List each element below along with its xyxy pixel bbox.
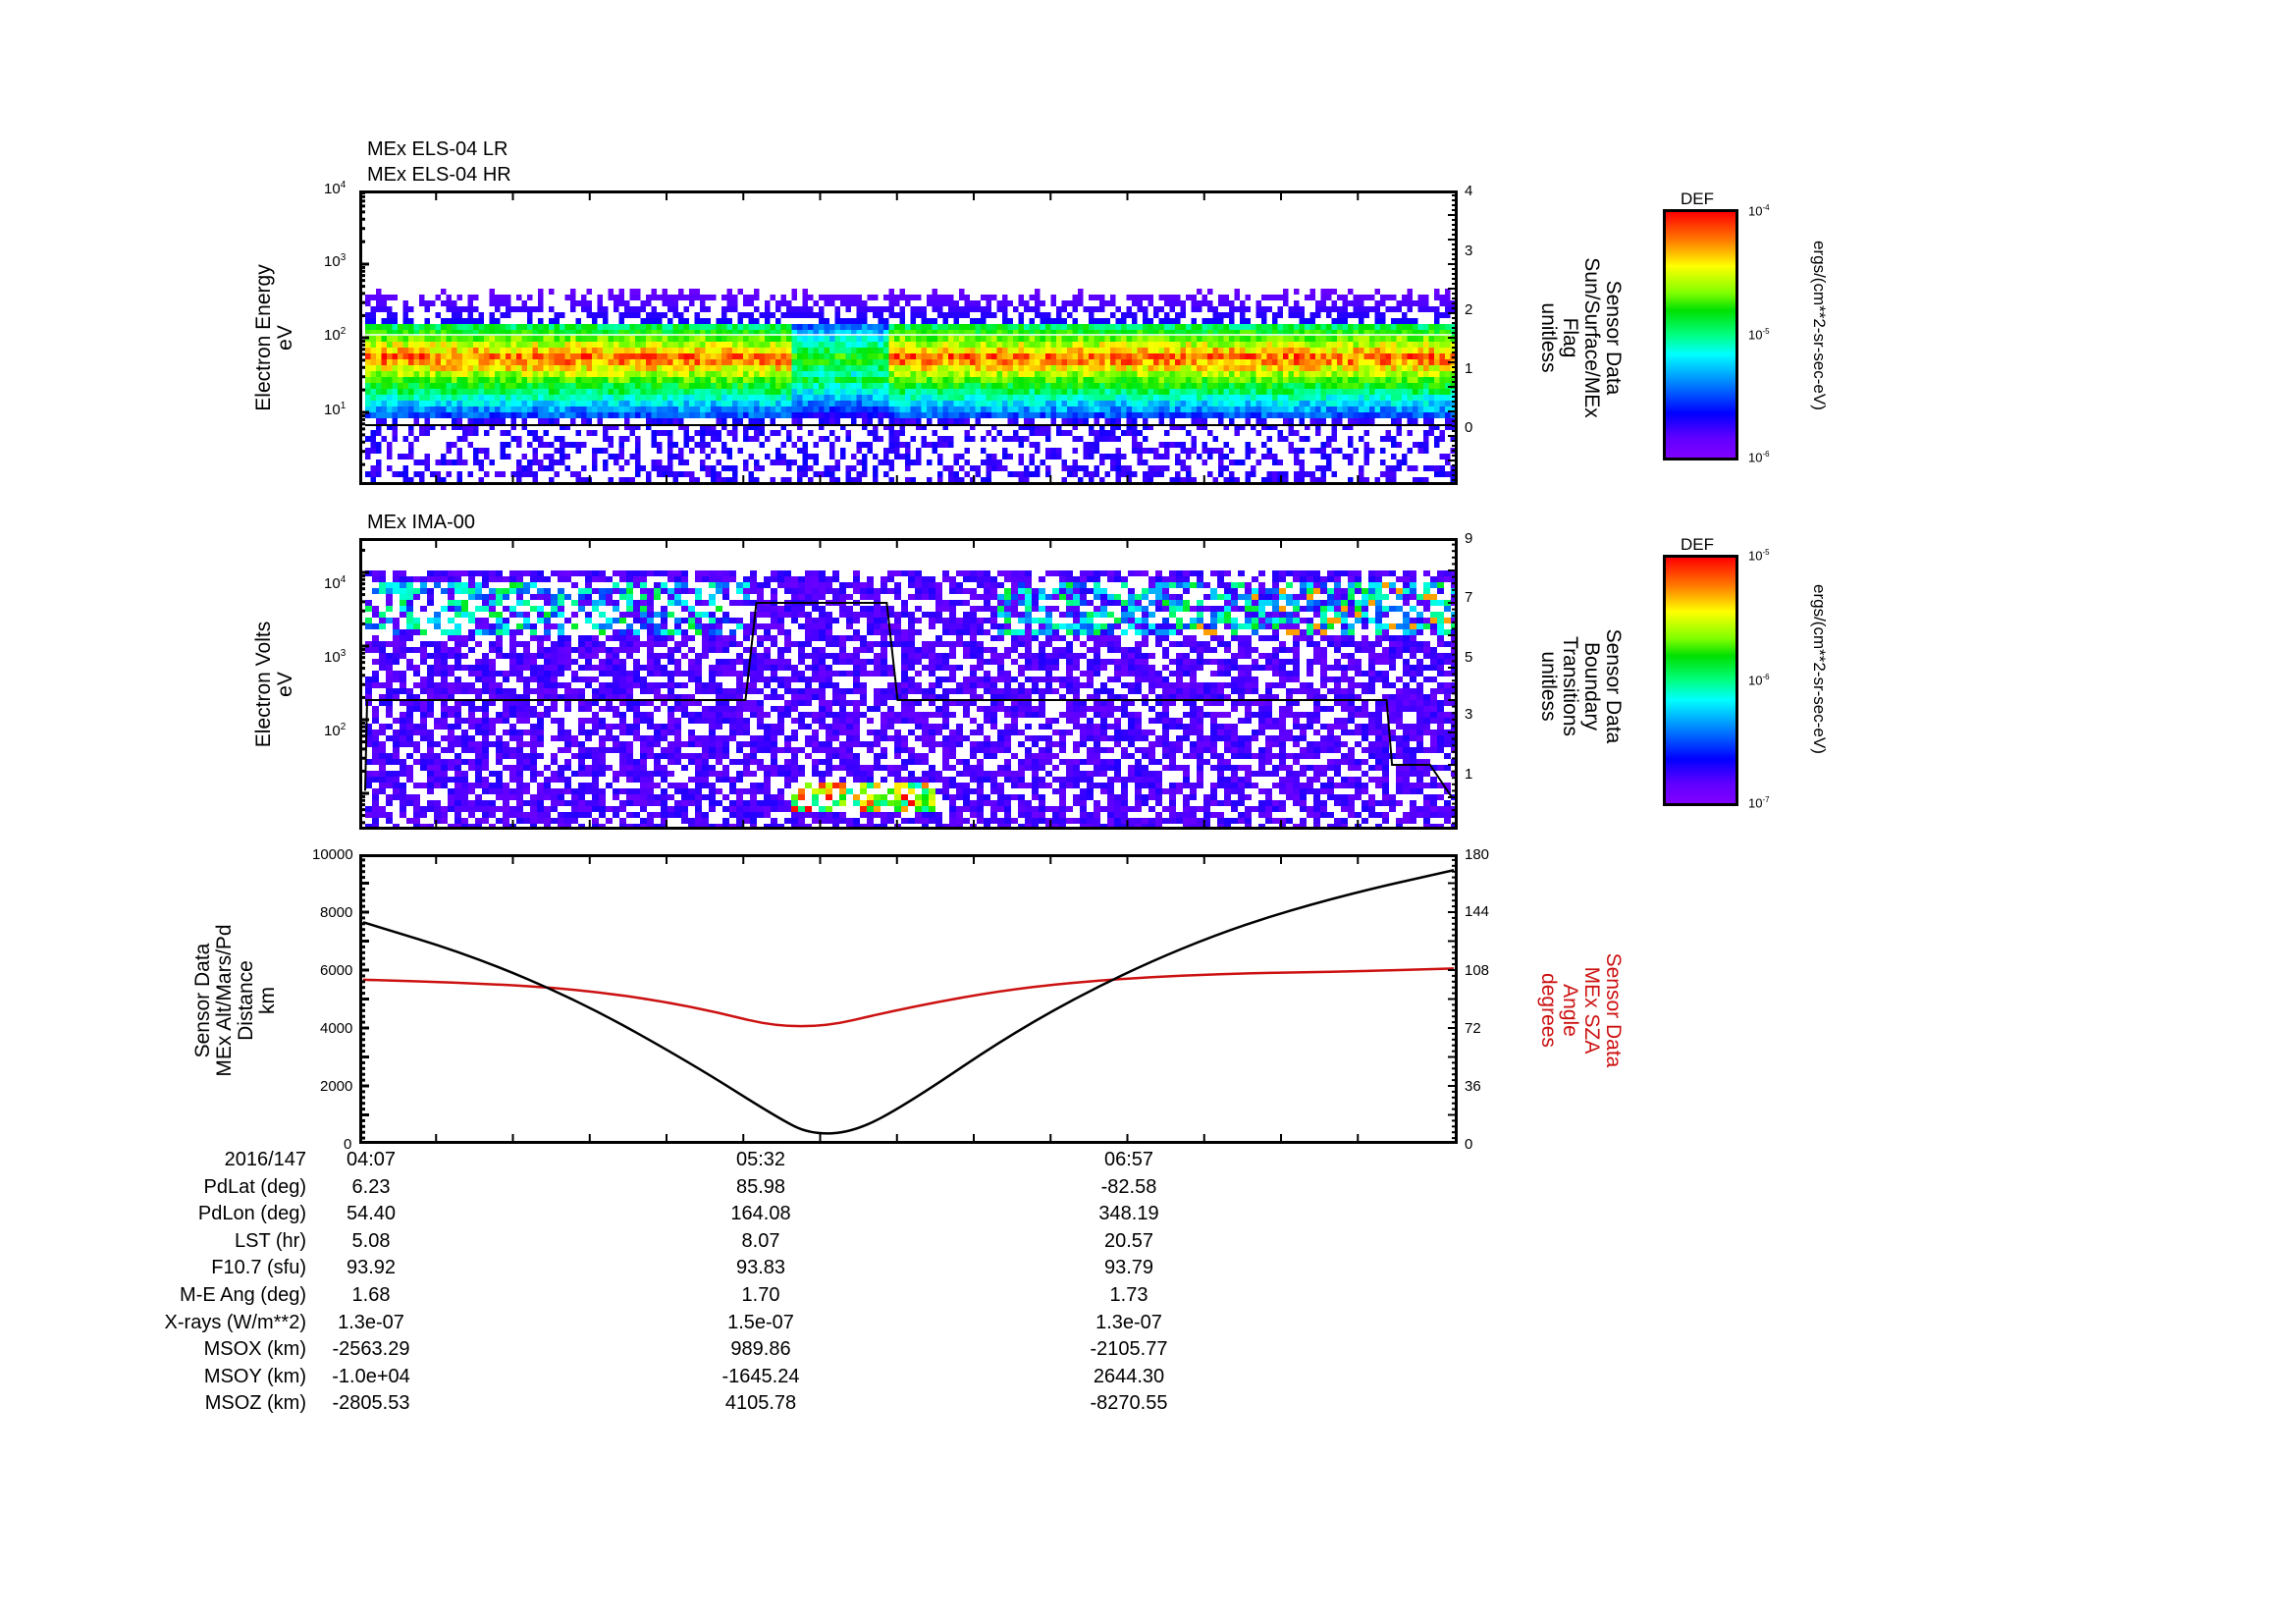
panel2-rtick-7: 7	[1465, 589, 1473, 606]
value: 05:32	[735, 1149, 786, 1170]
value: 8.07	[741, 1229, 780, 1252]
value: 85.98	[735, 1175, 786, 1198]
panel1-rtick-0: 0	[1465, 419, 1473, 436]
label-msox: MSOX (km)	[203, 1338, 306, 1361]
colorbar2-bottom-label: 10-7	[1748, 795, 1770, 811]
value: 04:07	[346, 1149, 397, 1170]
panel2-spectrogram	[359, 538, 1458, 830]
ephemeris-column-3: 06:57 -82.58 348.19 20.57 93.79 1.73 1.3…	[1050, 1149, 1207, 1420]
panel1-ytick-1e3: 103	[324, 252, 347, 270]
panel3-line-plot	[359, 854, 1458, 1144]
colorbar1-mid-label: 10-5	[1748, 327, 1770, 343]
value: 54.40	[346, 1203, 397, 1225]
colorbar1-top-label: 10-4	[1748, 203, 1770, 219]
label-me-ang: M-E Ang (deg)	[180, 1283, 306, 1306]
panel1-spectrogram	[359, 190, 1458, 485]
value: 93.83	[735, 1257, 786, 1279]
panel1-title-1: MEx ELS-04 LR	[367, 138, 508, 160]
panel2-ylabel: Electron Volts eV	[252, 621, 296, 748]
value: -8270.55	[1090, 1392, 1168, 1415]
panel3-ytick-2000: 2000	[320, 1078, 353, 1095]
panel1-title-2: MEx ELS-04 HR	[367, 164, 511, 186]
value: 348.19	[1098, 1203, 1159, 1225]
label-pdlon: PdLon (deg)	[197, 1203, 306, 1225]
label-f107: F10.7 (sfu)	[211, 1257, 306, 1279]
value: 06:57	[1103, 1149, 1154, 1170]
panel1-ytick-1e1: 101	[324, 401, 347, 418]
panel3-ytick-0: 0	[344, 1136, 352, 1153]
label-lst: LST (hr)	[235, 1229, 306, 1252]
value: -2805.53	[332, 1392, 410, 1415]
value: 1.70	[741, 1283, 780, 1306]
colorbar2-unit: ergs/(cm**2-sr-sec-eV)	[1810, 584, 1829, 754]
value: 1.5e-07	[727, 1311, 794, 1333]
panel1-rtick-2: 2	[1465, 301, 1473, 318]
panel3-rtick-108: 108	[1465, 962, 1490, 979]
value: -2105.77	[1090, 1338, 1168, 1361]
label-xrays: X-rays (W/m**2)	[164, 1311, 306, 1333]
panel3-rtick-36: 36	[1465, 1078, 1481, 1095]
value: 1.68	[351, 1283, 391, 1306]
label-msoz: MSOZ (km)	[204, 1392, 306, 1415]
colorbar1-title: DEF	[1681, 189, 1714, 208]
value: 989.86	[730, 1338, 791, 1361]
value: 93.79	[1103, 1257, 1154, 1279]
value: 164.08	[730, 1203, 791, 1225]
value: -2563.29	[332, 1338, 410, 1361]
panel3-right-ylabel: Sensor Data MEx SZA Angle degrees	[1537, 952, 1625, 1068]
colorbar1	[1663, 209, 1738, 460]
panel3-ytick-10000: 10000	[312, 846, 353, 863]
panel3-rtick-72: 72	[1465, 1020, 1481, 1037]
ephemeris-column-1: 04:07 6.23 54.40 5.08 93.92 1.68 1.3e-07…	[312, 1149, 430, 1420]
value: 20.57	[1103, 1229, 1154, 1252]
panel1-right-ylabel: Sensor Data Sun/Surface/MEx Flag unitless	[1537, 257, 1625, 418]
value: 93.92	[346, 1257, 397, 1279]
value: -1.0e+04	[332, 1365, 410, 1387]
ephemeris-labels: 2016/147 PdLat (deg) PdLon (deg) LST (hr…	[118, 1149, 306, 1420]
colorbar1-unit: ergs/(cm**2-sr-sec-eV)	[1810, 241, 1829, 410]
value: 6.23	[351, 1175, 391, 1198]
panel1-rtick-1: 1	[1465, 360, 1473, 377]
colorbar2-mid-label: 10-6	[1748, 673, 1770, 688]
value: -1645.24	[721, 1365, 800, 1387]
panel2-title: MEx IMA-00	[367, 512, 476, 533]
panel1-rtick-3: 3	[1465, 243, 1473, 259]
value: 5.08	[351, 1229, 391, 1252]
ephemeris-column-2: 05:32 85.98 164.08 8.07 93.83 1.70 1.5e-…	[682, 1149, 839, 1420]
panel2-right-ylabel: Sensor Data Boundary Transitions unitless	[1537, 628, 1625, 744]
panel2-rtick-3: 3	[1465, 706, 1473, 723]
panel1-ytick-1e4: 104	[324, 180, 347, 197]
value: 1.3e-07	[1095, 1311, 1162, 1333]
label-pdlat: PdLat (deg)	[203, 1175, 306, 1198]
value: 2644.30	[1093, 1365, 1165, 1387]
colorbar2-top-label: 10-5	[1748, 548, 1770, 564]
panel2-ytick-1e2: 102	[324, 722, 347, 739]
panel2-rtick-9: 9	[1465, 530, 1473, 547]
value: -82.58	[1100, 1175, 1157, 1198]
colorbar1-bottom-label: 10-6	[1748, 450, 1770, 465]
panel3-ytick-4000: 4000	[320, 1020, 353, 1037]
label-date: 2016/147	[224, 1149, 306, 1170]
panel3-ylabel: Sensor Data MEx Alt/Mars/Pd Distance km	[191, 924, 279, 1077]
panel2-rtick-5: 5	[1465, 649, 1473, 666]
label-msoy: MSOY (km)	[203, 1365, 306, 1387]
panel2-ytick-1e3: 103	[324, 648, 347, 666]
colorbar2-title: DEF	[1681, 535, 1714, 554]
panel3-rtick-180: 180	[1465, 846, 1490, 863]
panel3-rtick-144: 144	[1465, 903, 1490, 920]
panel2-ytick-1e4: 104	[324, 574, 347, 592]
panel3-ytick-8000: 8000	[320, 904, 353, 921]
panel1-rtick-4: 4	[1465, 183, 1473, 199]
panel3-rtick-0: 0	[1465, 1136, 1473, 1153]
colorbar2	[1663, 555, 1738, 806]
panel1-ylabel: Electron Energy eV	[252, 264, 296, 411]
panel2-rtick-1: 1	[1465, 766, 1473, 783]
value: 1.73	[1109, 1283, 1148, 1306]
value: 4105.78	[724, 1392, 797, 1415]
panel3-ytick-6000: 6000	[320, 962, 353, 979]
value: 1.3e-07	[338, 1311, 404, 1333]
panel1-ytick-1e2: 102	[324, 326, 347, 344]
